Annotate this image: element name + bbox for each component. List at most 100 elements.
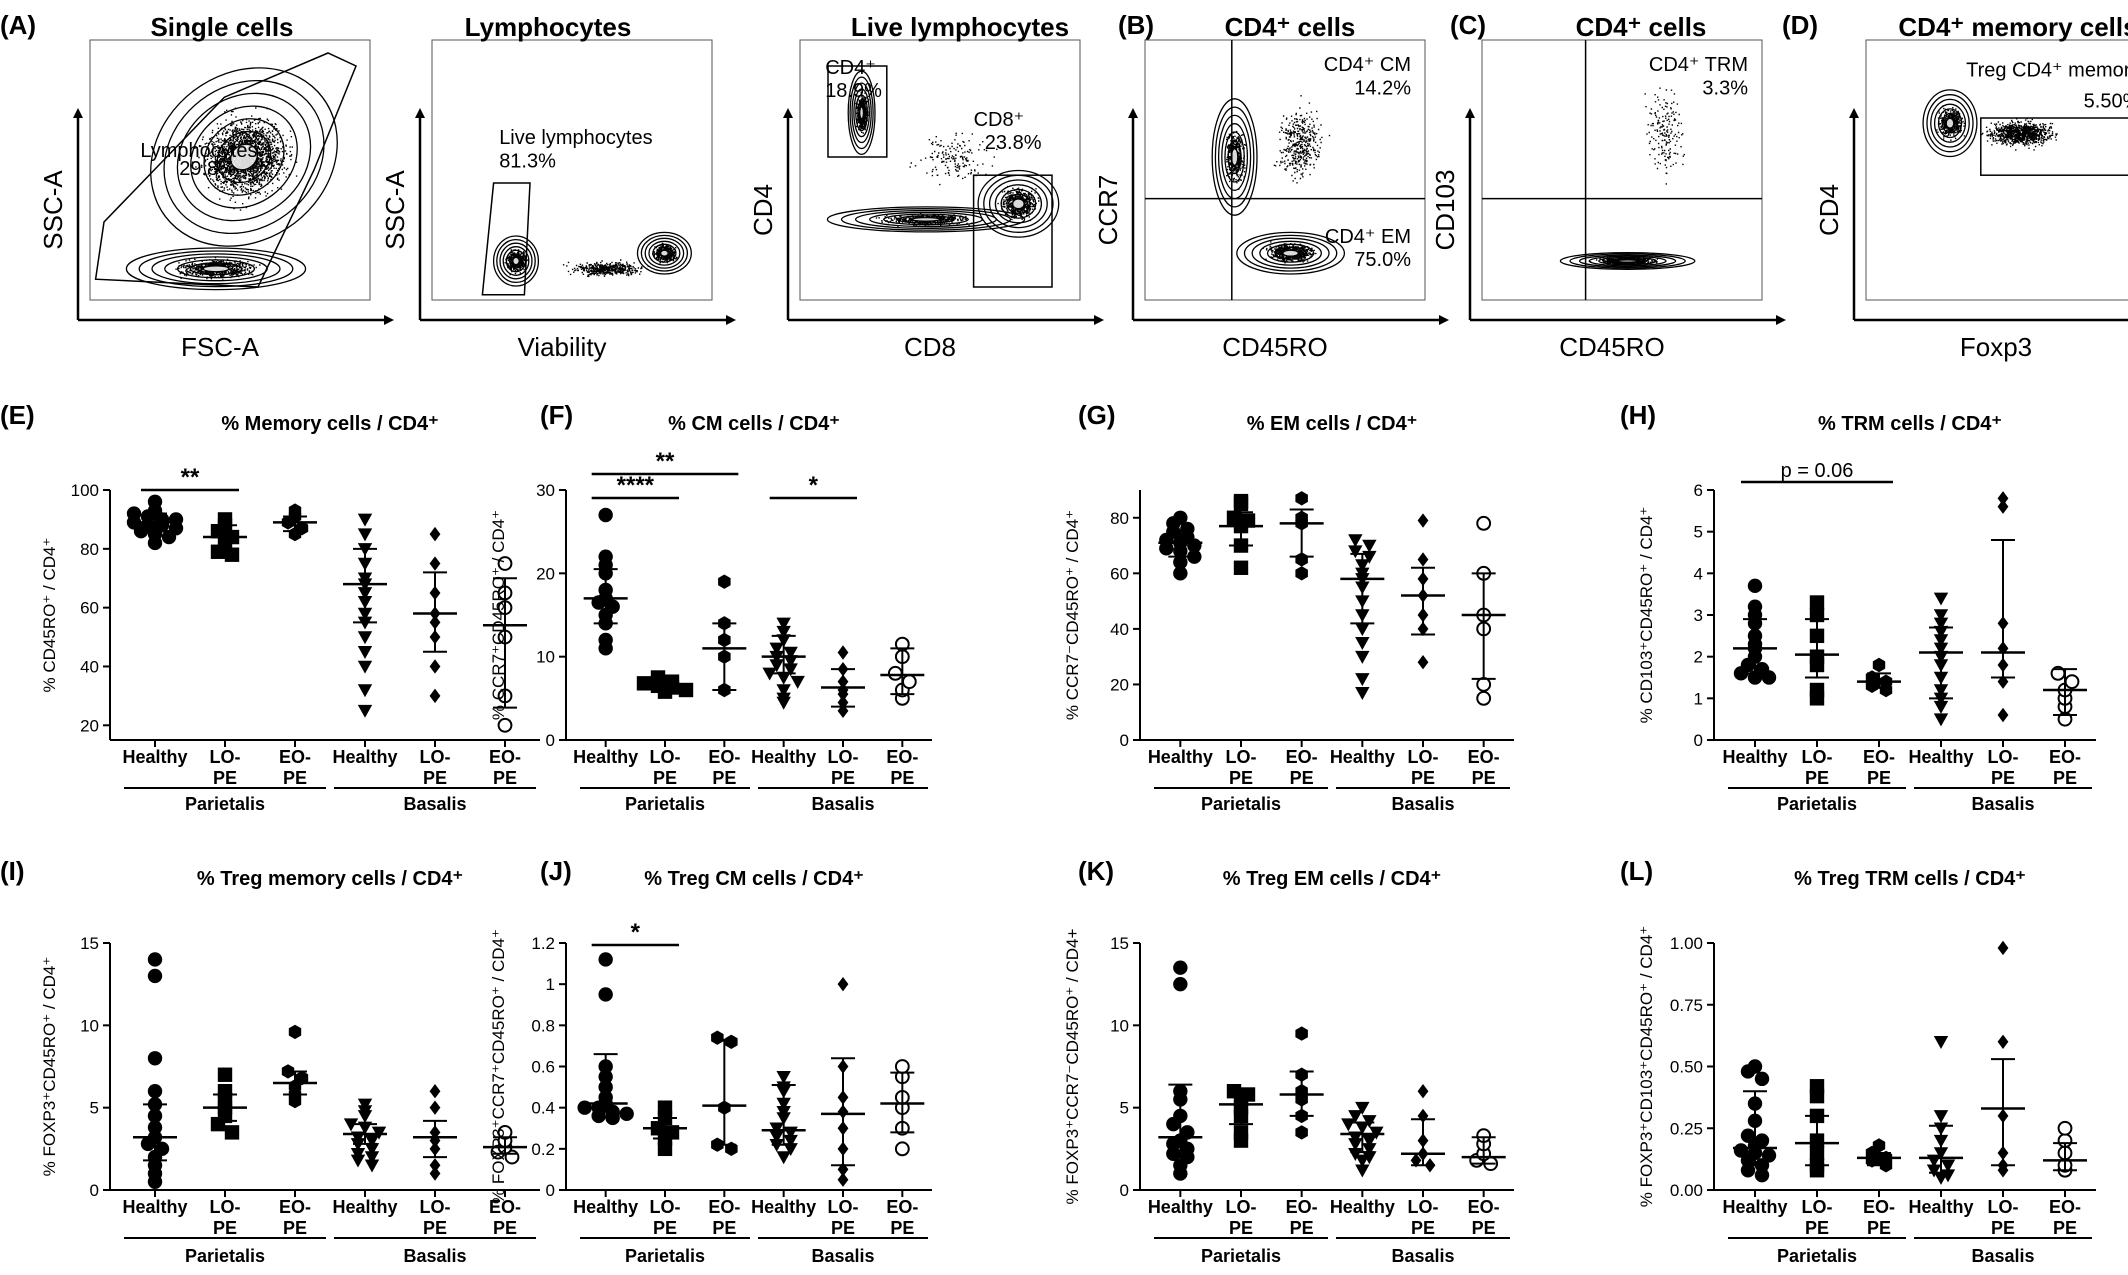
data-point [1295,491,1308,506]
category-label: Healthy [1148,1197,1213,1217]
data-point [1173,976,1188,992]
y-tick-label: 0.6 [531,1058,555,1077]
y-tick-label: 1 [546,975,555,994]
series-2 [1795,1079,1839,1178]
data-point [1740,1163,1756,1178]
data-point [1233,493,1249,509]
y-axis-label: % FOXP3⁺CCR7⁺CD45RO⁺ / CD4⁺ [489,929,508,1204]
category-label: LO-PE [210,1197,241,1238]
data-point [1187,549,1202,564]
chart-panel-E: (E) % Memory cells / CD4⁺ 20 40 60 80 100 % CD4… [0,400,540,814]
series-4 [1919,592,1963,727]
data-point [1355,650,1370,664]
data-point [1740,1128,1756,1143]
series-1 [1733,578,1777,685]
series-1 [1733,1059,1777,1183]
data-point [1926,1164,1942,1178]
category-label: LO-PE [1226,747,1257,788]
chart-title: % Treg memory cells / CD4⁺ [197,868,463,890]
category-label: Healthy [1908,1197,1973,1217]
category-label: Healthy [1908,747,1973,767]
data-point [1295,1026,1308,1041]
panel-letter: (K) [1078,856,1114,886]
category-label: LO-PE [650,747,681,788]
y-tick-label: 80 [80,540,99,559]
density-contours [150,67,338,247]
category-label: EO-PE [279,747,311,788]
data-point [776,684,791,698]
x-axis-label: CD45RO [1222,332,1327,362]
y-tick-label: 0 [1694,731,1703,750]
y-tick-label: 0 [90,1181,99,1200]
y-tick-label: 80 [1110,509,1129,528]
density-contours [826,206,1026,233]
gate-annotation: 23.8% [985,132,1042,154]
category-label: Healthy [332,747,397,767]
series-4 [343,513,387,718]
category-label: Healthy [1722,747,1787,767]
series-5 [1981,940,2025,1178]
chart-panel-H: (H) % TRM cells / CD4⁺ 0 1 2 3 4 5 6 % CD103⁺CD45… [1620,400,2096,814]
data-point [429,1084,441,1099]
series-1 [126,494,184,551]
density-contours [492,235,540,287]
series-1 [583,507,628,656]
series-3 [273,503,317,542]
data-point [1295,1125,1308,1140]
category-label: Healthy [573,747,638,767]
data-point [1173,555,1188,570]
chart-title: % Treg EM cells / CD4⁺ [1223,868,1441,890]
data-point [1240,513,1256,528]
data-point [1362,1134,1377,1148]
y-tick-label: 100 [71,481,99,500]
series-2 [643,1100,687,1157]
category-label: LO-PE [420,1197,451,1238]
data-point [894,1059,910,1074]
data-point [357,528,373,542]
group-label: Parietalis [185,794,265,814]
y-tick-label: 4 [1694,564,1703,583]
x-axis-label: Foxp3 [1960,332,2032,362]
series-6 [1461,515,1506,706]
data-point [1872,1138,1886,1153]
y-tick-label: 10 [80,1016,99,1035]
data-point [343,1118,359,1132]
y-tick-label: 0 [1120,731,1129,750]
data-point [598,952,613,967]
data-point [1173,566,1188,581]
gate-annotation: 75.0% [1354,249,1411,271]
gate-annotation: 5.50% [2084,91,2128,113]
series-5 [1401,1084,1445,1173]
flow-cytometry-panels: (A) Single cellsFSC-ASSC-ALymphocytes29.8… [0,10,2128,362]
panel-letter: (B) [1118,10,1154,40]
data-point [357,660,373,674]
y-tick-label: 5 [1120,1099,1129,1118]
series-5 [821,976,865,1187]
category-label: EO-PE [1468,747,1500,788]
data-point [1476,690,1492,706]
y-axis-label: % FOXP3⁺CCR7⁻CD45RO⁺ / CD4+ [1063,929,1082,1205]
y-axis-label: % CCR7⁻CD45RO⁺ / CD4⁺ [1063,510,1082,720]
category-label: Healthy [1722,1197,1787,1217]
y-tick-label: 6 [1694,481,1703,500]
gate [972,174,1053,288]
chart-title: % CM cells / CD4⁺ [668,413,840,435]
panel-letter: (C) [1450,10,1486,40]
gate-annotation: CD4⁺ TRM [1649,54,1748,76]
flow-panel-3: Live lymphocytes CD8 CD4 CD4⁺18.9% CD8⁺23.8% [748,12,1104,362]
y-tick-label: 20 [536,564,555,583]
panel-letter: (A) [0,10,36,40]
data-point [217,512,233,527]
y-tick-label: 40 [80,657,99,676]
data-point [1295,566,1308,581]
series-3 [1857,1138,1901,1173]
chart-panel-L: (L) % Treg TRM cells / CD4⁺ 0.00 0.25 0.50 0.… [1620,856,2096,1266]
data-point [1933,1036,1949,1049]
y-tick-label: 5 [1694,523,1703,542]
category-label: EO-PE [1863,1197,1895,1238]
y-tick-label: 60 [80,599,99,618]
data-point [1173,960,1188,975]
category-label: LO-PE [210,747,241,788]
category-label: EO-PE [2049,1197,2081,1238]
series-4 [761,617,806,710]
